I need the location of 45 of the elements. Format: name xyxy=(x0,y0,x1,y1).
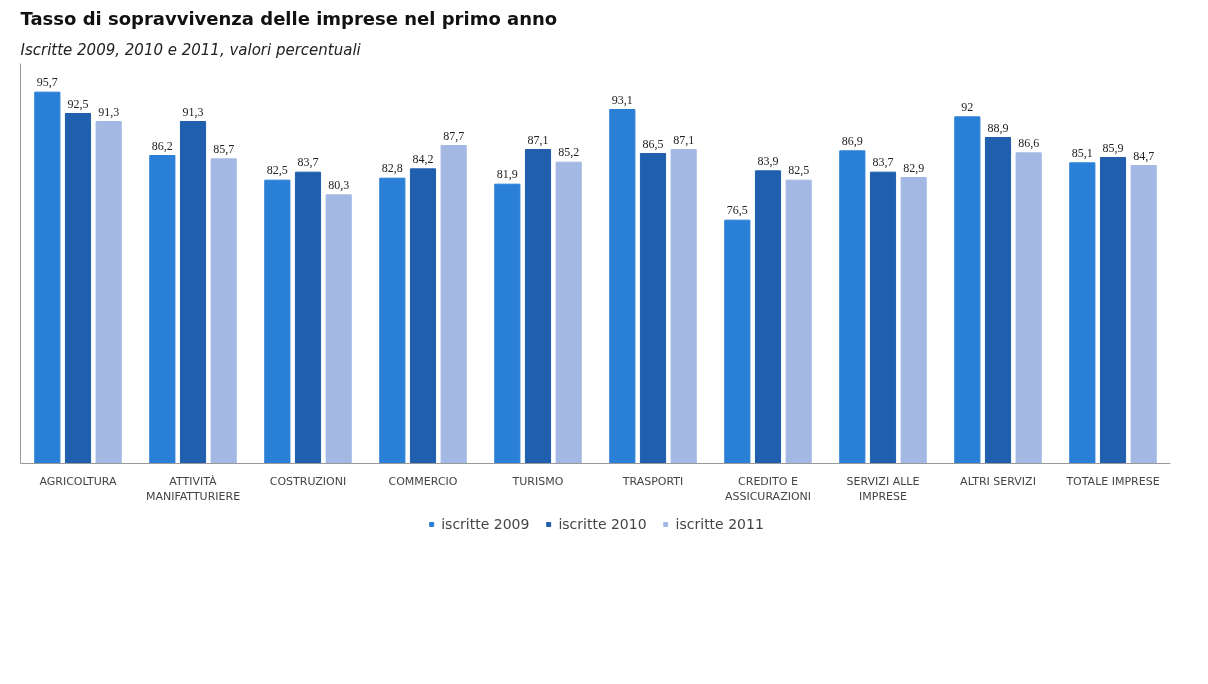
data-label: 86,6 xyxy=(1018,135,1040,150)
chart-title: Tasso di sopravvivenza delle imprese nel primo anno xyxy=(20,7,558,29)
data-label: 86,2 xyxy=(151,138,173,153)
data-label: 83,7 xyxy=(297,155,319,170)
x-tick-label: TOTALE IMPRESE xyxy=(1065,474,1160,488)
x-tick-label: TRASPORTI xyxy=(621,474,684,488)
x-tick-label: ALTRI SERVIZI xyxy=(960,474,1036,488)
data-label: 81,9 xyxy=(496,167,518,182)
data-label: 80,3 xyxy=(328,177,350,192)
data-label: 92 xyxy=(961,99,974,114)
data-label: 85,2 xyxy=(558,145,580,160)
data-label: 87,7 xyxy=(443,128,465,143)
x-tick-label: COMMERCIO xyxy=(388,474,458,488)
data-label: 95,7 xyxy=(36,75,58,90)
data-label: 82,9 xyxy=(903,160,925,175)
x-tick-label: ATTIVITÀ MANIFATTURIERE xyxy=(145,474,241,504)
x-tick-label: SERVIZI ALLE IMPRESE xyxy=(846,474,920,504)
data-label: 83,9 xyxy=(757,153,779,168)
data-label: 82,5 xyxy=(266,163,288,178)
legend-label: iscritte 2009 xyxy=(441,516,530,532)
data-label: 87,1 xyxy=(673,132,695,147)
data-label: 85,7 xyxy=(213,141,235,156)
x-tick-label: TURISMO xyxy=(511,474,564,488)
data-label: 93,1 xyxy=(611,92,633,107)
data-label: 91,3 xyxy=(182,104,204,119)
data-label: 82,5 xyxy=(788,163,810,178)
data-label: 84,7 xyxy=(1133,148,1155,163)
data-label: 82,8 xyxy=(381,161,403,176)
x-tick-label: CREDITO E ASSICURAZIONI xyxy=(724,474,812,504)
data-label: 91,3 xyxy=(98,104,120,119)
data-label: 88,9 xyxy=(987,120,1009,135)
data-label: 86,9 xyxy=(841,133,863,148)
data-label: 92,5 xyxy=(67,96,89,111)
data-label: 85,9 xyxy=(1102,140,1124,155)
data-label: 86,5 xyxy=(642,136,664,151)
legend-label: iscritte 2011 xyxy=(675,516,764,532)
data-label: 84,2 xyxy=(412,151,434,166)
data-label: 85,1 xyxy=(1071,145,1093,160)
legend-label: iscritte 2010 xyxy=(558,516,647,532)
data-label: 83,7 xyxy=(872,155,894,170)
chart-subtitle: Iscritte 2009, 2010 e 2011, valori percentuali xyxy=(20,40,362,59)
x-tick-label: COSTRUZIONI xyxy=(269,474,347,488)
x-tick-label: AGRICOLTURA xyxy=(39,474,118,488)
data-label: 76,5 xyxy=(726,203,748,218)
data-label: 87,1 xyxy=(527,132,549,147)
